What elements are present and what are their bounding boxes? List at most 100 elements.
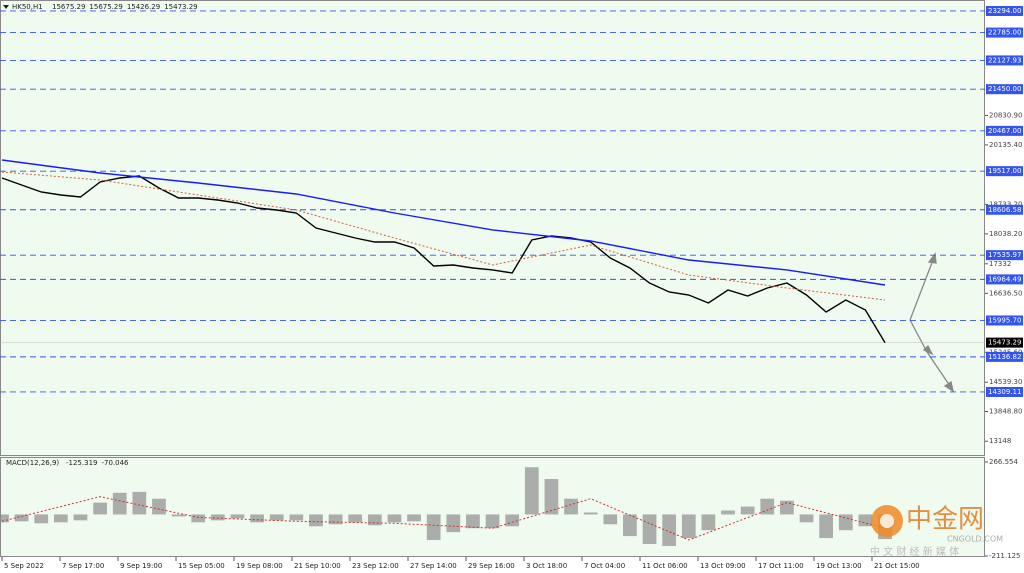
watermark-site: CNGOLD.COM: [947, 535, 1003, 544]
level-label-box: [986, 84, 1023, 95]
x-tick-label: 19 Sep 08:00: [236, 562, 283, 570]
ohlc-value: 15675.29: [89, 3, 122, 11]
x-tick-label: 7 Oct 04:00: [584, 562, 625, 570]
macd-bar: [740, 506, 755, 515]
macd-bar: [210, 514, 225, 521]
series-line: [1, 159, 886, 286]
watermark-logo-center: [880, 514, 894, 528]
watermark-tagline: 中 文 财 经 新 媒 体: [870, 545, 959, 558]
y-tick-label: -211.125: [989, 552, 1020, 560]
macd-bar: [289, 514, 304, 521]
macd-bar: [721, 510, 735, 515]
x-tick-label: 17 Oct 11:00: [758, 562, 804, 570]
macd-bar: [152, 498, 166, 515]
level-label-box: [986, 250, 1023, 261]
x-tick-label: 7 Sep 17:00: [62, 562, 104, 570]
macd-bar: [348, 514, 363, 523]
y-tick-label: 17332: [989, 260, 1011, 268]
macd-bar: [505, 514, 520, 527]
level-label: 15995.70: [988, 316, 1021, 324]
y-tick-label: 18733.20: [989, 200, 1022, 208]
series-line: [1, 171, 886, 301]
macd-bar: [230, 514, 245, 519]
macd-bar: [309, 514, 323, 527]
y-tick-label: 16636.50: [989, 289, 1022, 297]
macd-bar: [603, 514, 618, 525]
macd-bar: [367, 514, 382, 526]
macd-bar: [838, 514, 853, 531]
macd-bar: [269, 514, 284, 521]
macd-bar: [760, 498, 775, 515]
macd-bar: [623, 514, 637, 537]
macd-panel-frame: [0, 457, 985, 557]
level-label: 20467.00: [988, 127, 1021, 135]
level-label-box: [986, 315, 1023, 326]
level-label-box: [986, 204, 1023, 215]
level-label: 16964.49: [988, 275, 1021, 283]
macd-bar: [485, 514, 500, 529]
macd-bar: [93, 502, 107, 515]
level-label: 19517.00: [988, 167, 1021, 175]
level-label-box: [986, 166, 1023, 177]
macd-bar: [132, 491, 147, 515]
x-tick-label: 21 Sep 10:00: [294, 562, 341, 570]
level-label-box: [986, 386, 1023, 397]
x-tick-label: 5 Sep 2022: [4, 562, 44, 570]
y-tick-label: 18038.20: [989, 230, 1022, 238]
macd-bar: [73, 514, 88, 521]
macd-bar: [583, 512, 598, 515]
macd-bar: [466, 514, 480, 529]
macd-bar: [799, 514, 814, 523]
macd-bar: [662, 514, 677, 546]
ohlc-value: 15426.29: [127, 3, 160, 11]
y-tick-label: 13148: [989, 437, 1011, 445]
level-label: 23294.00: [988, 7, 1021, 15]
price-panel-frame: [0, 0, 985, 456]
y-tick-label: 266.554: [989, 458, 1018, 466]
macd-bar: [0, 514, 9, 523]
macd-bar: [112, 492, 127, 515]
macd-bar: [387, 514, 402, 523]
plot-background: [0, 0, 985, 557]
macd-readout: -125.319: [66, 459, 97, 467]
series-line: [1, 175, 886, 343]
macd-bar: [191, 514, 206, 523]
macd-bar: [681, 514, 696, 539]
level-label-box: [986, 125, 1023, 136]
macd-bar: [14, 514, 29, 522]
level-label-box: [986, 351, 1023, 362]
level-label-box: [986, 27, 1023, 38]
watermark: 中金网 CNGOLD.COM 中 文 财 经 新 媒 体: [870, 505, 1003, 559]
macd-bar: [642, 514, 657, 544]
level-label: 14309.11: [988, 388, 1021, 396]
macd-bar: [564, 498, 578, 515]
x-tick-label: 29 Sep 16:00: [468, 562, 515, 570]
macd-bar: [780, 500, 794, 515]
macd-bar: [407, 514, 421, 522]
macd-bar: [171, 514, 186, 517]
level-label: 15136.82: [988, 353, 1021, 361]
macd-bar: [701, 514, 716, 531]
level-label: 22127.93: [988, 56, 1021, 64]
x-tick-label: 15 Sep 05:00: [178, 562, 225, 570]
y-tick-label: 20830.90: [989, 111, 1022, 119]
current-price-label: 15473.29: [988, 339, 1021, 347]
macd-bar: [819, 514, 834, 539]
level-label-box: [986, 274, 1023, 285]
level-label: 18606.58: [988, 206, 1021, 214]
forecast-arrows: [909, 252, 954, 393]
macd-title: MACD(12,26,9): [6, 459, 59, 467]
x-tick-label: 3 Oct 18:00: [526, 562, 567, 570]
symbol-marker: [3, 5, 9, 9]
ohlc-value: 15675.29: [52, 3, 85, 11]
y-tick-label: 14539.30: [989, 378, 1022, 386]
watermark-brand: 中金网: [906, 505, 984, 535]
series-line: [1, 496, 886, 541]
x-tick-label: 23 Sep 12:00: [352, 562, 399, 570]
level-label-box: [986, 55, 1023, 66]
x-tick-label: 11 Oct 06:00: [642, 562, 688, 570]
x-tick-label: 27 Sep 14:00: [410, 562, 457, 570]
level-label: 22785.00: [988, 29, 1021, 37]
macd-bar: [53, 514, 68, 523]
